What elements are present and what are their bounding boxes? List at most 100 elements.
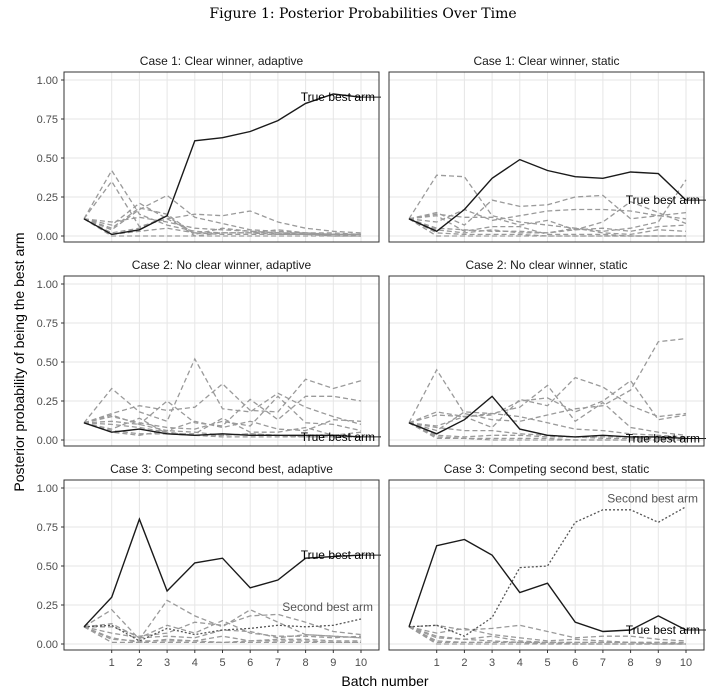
panel-6: Case 3: Competing second best, static Sec… bbox=[388, 462, 706, 669]
competitor-arm-line bbox=[83, 422, 361, 438]
true-best-label: True best arm bbox=[626, 193, 700, 207]
panel-title: Case 2: No clear winner, static bbox=[465, 258, 627, 272]
competitor-arm-line bbox=[83, 169, 361, 236]
panel-title: Case 3: Competing second best, adaptive bbox=[110, 462, 333, 476]
competitor-arm-line bbox=[408, 218, 686, 237]
y-tick-label: 0.50 bbox=[37, 561, 58, 573]
x-tick-label: 2 bbox=[136, 657, 142, 669]
competitor-arm-line bbox=[83, 419, 362, 432]
panel-border bbox=[388, 275, 705, 447]
competitor-arm-line bbox=[408, 194, 687, 226]
panel-2: Case 1: Clear winner, static True best ar… bbox=[388, 54, 706, 243]
x-tick-label: 3 bbox=[164, 657, 170, 669]
x-axis-title: Batch number bbox=[341, 673, 428, 689]
panel-title: Case 1: Clear winner, static bbox=[473, 54, 619, 68]
panel-title: Case 2: No clear winner, adaptive bbox=[132, 258, 312, 272]
competitor-arm-line bbox=[408, 200, 687, 231]
x-tick-label: 6 bbox=[247, 657, 253, 669]
competitor-arm-line bbox=[408, 411, 687, 438]
competitor-arm-line bbox=[83, 619, 362, 639]
competitor-arm-line bbox=[408, 376, 687, 429]
y-tick-label: 1.00 bbox=[37, 483, 58, 495]
competitor-arm-line bbox=[83, 417, 362, 436]
competitor-arm-line bbox=[408, 624, 687, 642]
competitor-arm-line bbox=[83, 626, 362, 639]
competitor-arm-line bbox=[408, 218, 687, 234]
true-best-arm-line bbox=[83, 422, 362, 438]
y-tick-label: 0.00 bbox=[37, 639, 58, 651]
competitor-arm-line bbox=[83, 626, 361, 644]
true-best-arm-line bbox=[408, 158, 687, 233]
competitor-arm-line bbox=[83, 626, 361, 644]
y-tick-label: 1.00 bbox=[37, 279, 58, 291]
competitor-arm-line bbox=[408, 174, 687, 232]
second-best-label: Second best arm bbox=[607, 492, 698, 506]
y-tick-label: 0.00 bbox=[37, 231, 58, 243]
true-best-arm-line bbox=[83, 517, 362, 628]
true-best-arm-line bbox=[408, 395, 687, 440]
panel-border bbox=[63, 71, 380, 243]
true-best-label: True best arm bbox=[626, 623, 700, 637]
competitor-arm-line bbox=[408, 218, 687, 236]
second-best-label: Second best arm bbox=[282, 600, 373, 614]
x-tick-label: 7 bbox=[275, 657, 281, 669]
y-tick-label: 0.75 bbox=[37, 318, 58, 330]
x-tick-label: 4 bbox=[192, 657, 198, 669]
x-tick-label: 2 bbox=[461, 657, 467, 669]
true-best-label: True best arm bbox=[301, 548, 375, 562]
true-best-label: True best arm bbox=[626, 431, 700, 445]
panel-title: Case 3: Competing second best, static bbox=[444, 462, 649, 476]
true-best-label: True best arm bbox=[301, 90, 375, 104]
y-tick-label: 0.50 bbox=[37, 357, 58, 369]
x-tick-label: 5 bbox=[219, 657, 225, 669]
y-axis-title: Posterior probability of being the best … bbox=[11, 232, 27, 491]
panel-border bbox=[63, 479, 380, 651]
competitor-arm-line bbox=[83, 207, 361, 236]
true-best-arm-line bbox=[83, 93, 362, 236]
x-tick-label: 4 bbox=[517, 657, 523, 669]
x-tick-label: 8 bbox=[303, 657, 309, 669]
y-tick-label: 0.75 bbox=[37, 114, 58, 126]
panel-5: Case 3: Competing second best, adaptive S… bbox=[37, 462, 381, 669]
competitor-arm-line bbox=[408, 626, 686, 645]
y-tick-label: 0.75 bbox=[37, 522, 58, 534]
x-tick-label: 9 bbox=[330, 657, 336, 669]
competitor-arm-line bbox=[83, 378, 362, 424]
competitor-arm-line bbox=[83, 214, 361, 237]
panel-border bbox=[63, 275, 380, 447]
x-tick-label: 8 bbox=[628, 657, 634, 669]
x-tick-label: 5 bbox=[544, 657, 550, 669]
y-tick-label: 0.25 bbox=[37, 192, 58, 204]
competitor-arm-line bbox=[408, 384, 687, 436]
y-tick-label: 0.25 bbox=[37, 600, 58, 612]
competitor-arm-line bbox=[83, 599, 362, 641]
competitor-arm-line bbox=[408, 422, 686, 440]
competitor-arm-line bbox=[83, 357, 362, 426]
x-tick-label: 1 bbox=[434, 657, 440, 669]
panel-3: Case 2: No clear winner, adaptive True be… bbox=[37, 258, 381, 447]
competitor-arm-line bbox=[83, 180, 361, 237]
y-tick-label: 0.50 bbox=[37, 153, 58, 165]
competitor-arm-line bbox=[83, 395, 362, 432]
panel-1: Case 1: Clear winner, adaptive True best … bbox=[37, 54, 381, 243]
y-tick-label: 0.00 bbox=[37, 435, 58, 447]
true-best-label: True best arm bbox=[301, 430, 375, 444]
y-tick-label: 0.25 bbox=[37, 396, 58, 408]
panel-4: Case 2: No clear winner, static True best… bbox=[388, 258, 706, 447]
x-tick-label: 3 bbox=[489, 657, 495, 669]
panel-border bbox=[388, 479, 705, 651]
competitor-arm-line bbox=[408, 422, 686, 441]
competitor-arm-line bbox=[408, 626, 686, 645]
competitor-arm-line bbox=[408, 337, 687, 424]
panel-border bbox=[388, 71, 705, 243]
x-tick-label: 10 bbox=[680, 657, 692, 669]
panel-title: Case 1: Clear winner, adaptive bbox=[140, 54, 304, 68]
x-tick-label: 1 bbox=[109, 657, 115, 669]
competitor-arm-line bbox=[408, 208, 687, 223]
second-best-arm-line bbox=[83, 618, 362, 642]
true-best-arm-line bbox=[408, 538, 687, 633]
x-tick-label: 7 bbox=[600, 657, 606, 669]
x-tick-label: 6 bbox=[572, 657, 578, 669]
competitor-arm-line bbox=[83, 218, 361, 237]
